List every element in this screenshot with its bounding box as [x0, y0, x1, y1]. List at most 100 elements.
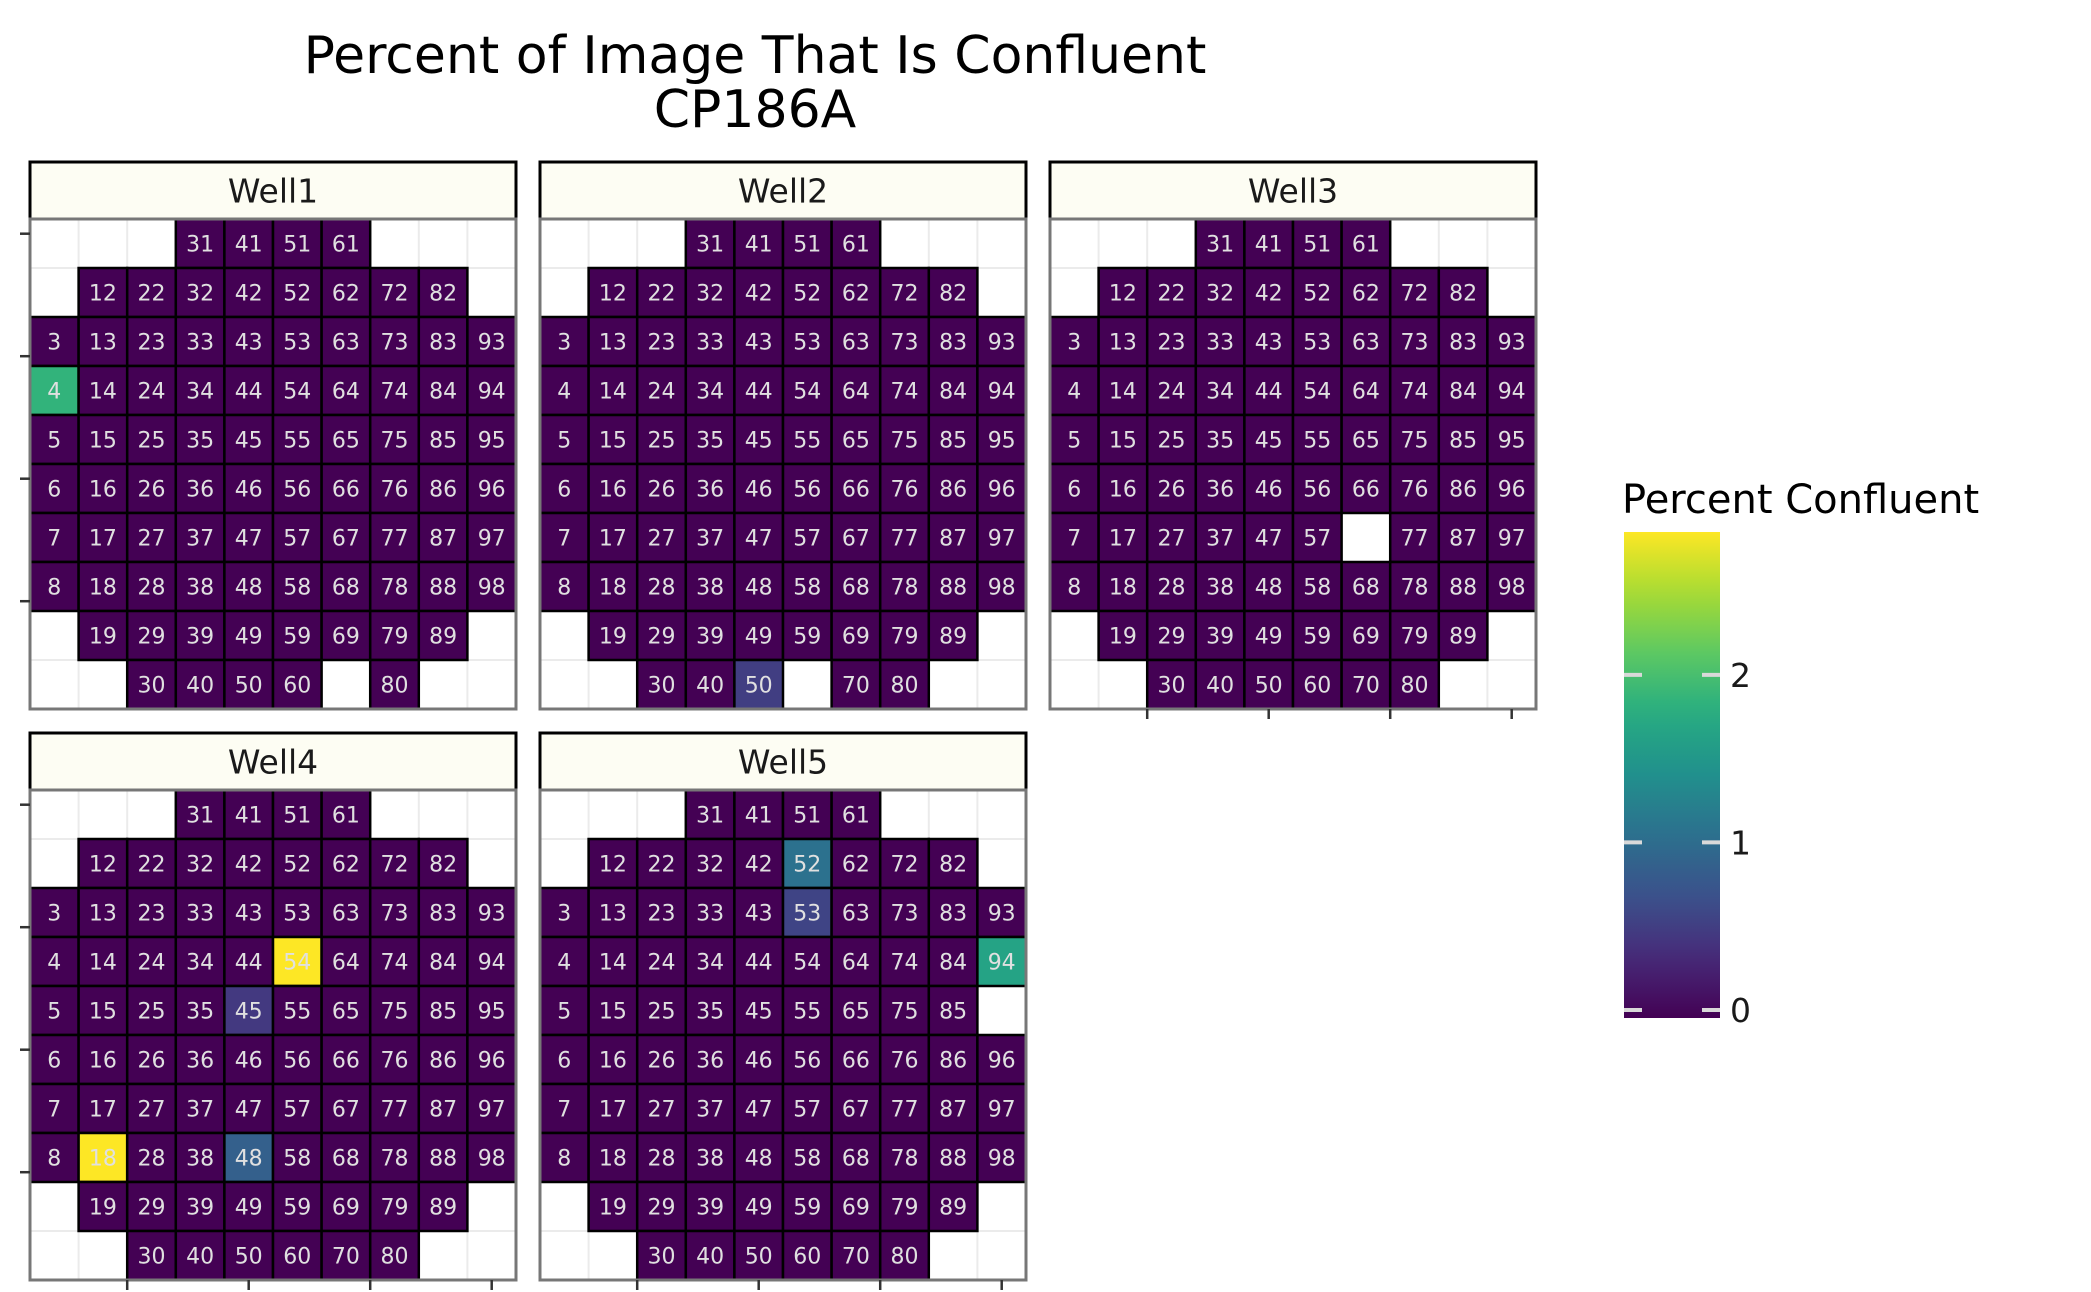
heatmap-cell [271, 609, 323, 662]
cell-label: 54 [793, 380, 821, 405]
cell-label: 4 [47, 951, 61, 976]
heatmap-cell [223, 1082, 275, 1135]
cell-label: 43 [745, 331, 773, 356]
cell-label: 95 [478, 429, 506, 454]
heatmap-cell [271, 1082, 323, 1135]
heatmap-cell [417, 837, 469, 890]
cell-label: 38 [696, 576, 724, 601]
cell-label: 30 [1158, 674, 1186, 699]
heatmap-cell [733, 1180, 785, 1233]
cell-label: 55 [793, 429, 821, 454]
cell-label: 40 [696, 1245, 724, 1270]
heatmap-cell [733, 511, 785, 564]
cell-label: 18 [599, 1147, 627, 1172]
cell-label: 70 [842, 1245, 870, 1270]
heatmap-cell [1388, 560, 1441, 613]
panel-strip [538, 731, 1028, 792]
cell-label: 88 [1449, 576, 1477, 601]
cell-label: 98 [988, 576, 1016, 601]
cell-label: 13 [89, 902, 117, 927]
heatmap-cell [781, 984, 833, 1037]
cell-label: 84 [429, 380, 457, 405]
heatmap-cell [830, 1082, 882, 1135]
cell-label: 48 [745, 576, 773, 601]
heatmap-cell [781, 1131, 833, 1184]
cell-label: 3 [47, 331, 61, 356]
cell-label: 27 [648, 1098, 676, 1123]
cell-label: 65 [1352, 429, 1380, 454]
cell-label: 78 [1401, 576, 1429, 601]
cell-label: 22 [1158, 282, 1186, 307]
heatmap-cell [77, 1180, 129, 1233]
heatmap-cell [174, 609, 226, 662]
cell-label: 70 [332, 1245, 360, 1270]
cell-label: 45 [235, 429, 263, 454]
cell-label: 64 [1352, 380, 1380, 405]
cell-label: 12 [89, 853, 117, 878]
cell-label: 78 [891, 1147, 919, 1172]
cell-label: 69 [1352, 625, 1380, 650]
cell-label: 89 [429, 625, 457, 650]
cell-label: 79 [1401, 625, 1429, 650]
cell-label: 94 [478, 380, 506, 405]
cell-label: 5 [47, 429, 61, 454]
cell-label: 83 [939, 331, 967, 356]
cell-label: 43 [235, 331, 263, 356]
cell-label: 51 [283, 804, 311, 829]
heatmap-cell [830, 886, 882, 939]
cell-label: 31 [1206, 233, 1234, 258]
heatmap-cell [174, 1131, 226, 1184]
heatmap-cell [1243, 609, 1295, 662]
cell-label: 30 [138, 1245, 166, 1270]
cell-label: 89 [429, 1196, 457, 1221]
cell-label: 56 [793, 478, 821, 503]
cell-label: 78 [891, 576, 919, 601]
cell-label: 68 [842, 1147, 870, 1172]
heatmap-cell [587, 560, 639, 613]
cell-label: 30 [138, 674, 166, 699]
cell-label: 35 [1206, 429, 1234, 454]
cell-label: 42 [235, 282, 263, 307]
cell-label: 22 [138, 853, 166, 878]
cell-label: 28 [1158, 576, 1186, 601]
cell-label: 62 [1352, 282, 1380, 307]
cell-label: 49 [235, 1196, 263, 1221]
cell-label: 40 [1206, 674, 1234, 699]
cell-label: 16 [599, 1049, 627, 1074]
cell-label: 37 [696, 1098, 724, 1123]
cell-label: 56 [793, 1049, 821, 1074]
heatmap-cell [684, 1229, 736, 1282]
cell-label: 28 [648, 1147, 676, 1172]
heatmap-cell [271, 1229, 323, 1282]
heatmap-cell [125, 560, 178, 613]
cell-label: 19 [89, 1196, 117, 1221]
heatmap-cell [77, 609, 129, 662]
heatmap-cell [1437, 266, 1489, 319]
heatmap-cell [271, 1131, 323, 1184]
cell-label: 32 [186, 853, 214, 878]
cell-label: 80 [891, 1245, 919, 1270]
cell-label: 39 [186, 625, 214, 650]
heatmap-cell [976, 364, 1028, 417]
heatmap-cell [271, 886, 323, 939]
heatmap-cell [466, 413, 518, 466]
cell-label: 62 [842, 282, 870, 307]
heatmap-cell [878, 1033, 931, 1086]
cell-label: 34 [696, 380, 724, 405]
cell-label: 47 [235, 527, 263, 552]
cell-label: 49 [745, 625, 773, 650]
cell-label: 77 [891, 1098, 919, 1123]
cell-label: 59 [793, 1196, 821, 1221]
heatmap-cell [878, 1229, 931, 1282]
heatmap-cell [684, 511, 736, 564]
cell-label: 79 [891, 625, 919, 650]
heatmap-cell [368, 413, 421, 466]
cell-label: 26 [1158, 478, 1186, 503]
cell-label: 97 [988, 1098, 1016, 1123]
cell-label: 68 [1352, 576, 1380, 601]
heatmap-cell [830, 788, 882, 841]
cell-label: 56 [1303, 478, 1331, 503]
cell-label: 43 [745, 902, 773, 927]
